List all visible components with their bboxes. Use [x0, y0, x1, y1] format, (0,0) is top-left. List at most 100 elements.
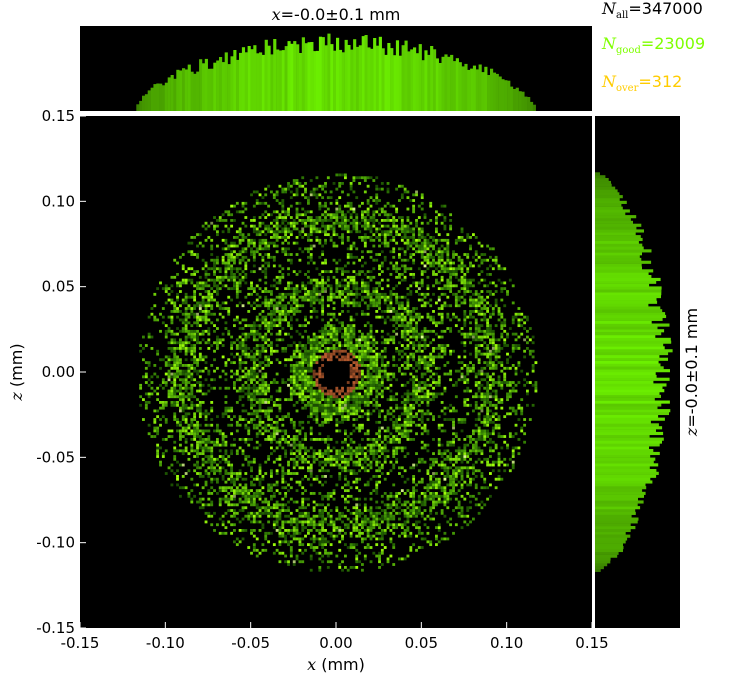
heatmap-pixel [284, 492, 288, 495]
heatmap-pixel [321, 307, 325, 310]
heatmap-pixel [255, 318, 259, 322]
heatmap-pixel [389, 238, 393, 242]
heatmap-pixel [341, 455, 344, 458]
heatmap-pixel [318, 301, 322, 305]
heatmap-pixel [207, 435, 211, 438]
heatmap-pixel [289, 364, 293, 367]
heatmap-pixel [267, 506, 271, 510]
heatmap-pixel [255, 227, 259, 231]
heatmap-pixel [363, 375, 367, 379]
heatmap-pixel [261, 401, 265, 404]
heatmap-pixel [264, 423, 268, 427]
heatmap-pixel [321, 529, 325, 532]
heatmap-pixel [196, 449, 199, 453]
heatmap-pixel [179, 358, 182, 362]
heatmap-pixel [392, 267, 396, 271]
heatmap-pixel [324, 341, 327, 345]
heatmap-pixel [326, 338, 330, 342]
heatmap-pixel [304, 352, 307, 356]
heatmap-pixel [304, 403, 307, 407]
heatmap-pixel [295, 500, 299, 504]
heatmap-pixel [210, 486, 214, 490]
heatmap-pixel [255, 347, 259, 350]
heatmap-pixel [326, 457, 330, 461]
heatmap-pixel [250, 529, 253, 532]
heatmap-pixel [375, 355, 379, 359]
heatmap-pixel [307, 466, 310, 470]
heatmap-pixel [344, 395, 347, 399]
heatmap-pixel [301, 500, 305, 504]
heatmap-pixel [400, 315, 404, 319]
heatmap-pixel [304, 366, 307, 370]
heatmap-pixel [392, 500, 396, 504]
heatmap-pixel [204, 264, 208, 268]
heatmap-pixel [386, 364, 390, 367]
heatmap-pixel [184, 381, 188, 384]
heatmap-pixel [298, 443, 302, 447]
heatmap-pixel [287, 182, 290, 185]
top-histogram-title: x=-0.0±0.1 mm [272, 5, 401, 24]
heatmap-pixel [207, 327, 211, 330]
heatmap-pixel [346, 418, 350, 421]
heatmap-pixel [218, 338, 222, 342]
heatmap-pixel [329, 201, 333, 205]
heatmap-pixel [247, 369, 251, 373]
heatmap-pixel [366, 207, 370, 211]
heatmap-pixel [344, 531, 347, 535]
heatmap-pixel [241, 255, 245, 259]
heatmap-pixel [181, 398, 185, 402]
heatmap-pixel [318, 193, 322, 197]
heatmap-pixel [142, 418, 145, 421]
top-histogram-bar [413, 47, 417, 111]
heatmap-pixel [218, 281, 222, 285]
heatmap-pixel [244, 335, 248, 339]
heatmap-pixel [307, 514, 310, 518]
heatmap-pixel [386, 182, 390, 185]
heatmap-pixel [386, 224, 390, 228]
heatmap-pixel [252, 500, 256, 504]
heatmap-pixel [164, 355, 168, 359]
heatmap-pixel [292, 460, 296, 464]
heatmap-pixel [409, 324, 413, 328]
heatmap-pixel [309, 392, 313, 396]
top-histogram-bar [415, 53, 420, 111]
heatmap-pixel [412, 335, 416, 339]
heatmap-pixel [338, 540, 342, 544]
heatmap-pixel [329, 401, 333, 404]
heatmap-pixel [383, 347, 387, 350]
heatmap-pixel [329, 463, 333, 467]
heatmap-pixel [363, 546, 367, 549]
heatmap-pixel [309, 401, 313, 404]
heatmap-pixel [312, 383, 316, 387]
heatmap-pixel [230, 472, 234, 475]
heatmap-pixel [321, 466, 325, 470]
heatmap-pixel [395, 392, 399, 396]
heatmap-pixel [224, 364, 228, 367]
heatmap-pixel [406, 307, 410, 310]
heatmap-pixel [210, 298, 214, 302]
heatmap-pixel [181, 372, 185, 376]
heatmap-pixel [361, 372, 364, 376]
heatmap-pixel [366, 358, 370, 362]
heatmap-pixel [307, 497, 310, 501]
heatmap-pixel [224, 526, 228, 530]
heatmap-pixel [284, 537, 288, 541]
heatmap-pixel [170, 310, 174, 313]
heatmap-pixel [298, 349, 302, 353]
heatmap-pixel [412, 475, 416, 478]
heatmap-pixel [218, 455, 222, 458]
heatmap-pixel [244, 423, 248, 427]
heatmap-pixel [261, 349, 265, 353]
heatmap-pixel [241, 517, 245, 521]
heatmap-pixel [275, 523, 279, 527]
heatmap-pixels [139, 173, 538, 572]
heatmap-pixel [321, 395, 325, 399]
heatmap-pixel [270, 332, 273, 336]
heatmap-pixel [321, 358, 325, 362]
heatmap-pixel [369, 298, 373, 302]
heatmap-pixel [361, 281, 364, 285]
heatmap-pixel [403, 236, 407, 239]
heatmap-pixel [380, 529, 384, 532]
heatmap-pixel [349, 440, 353, 444]
heatmap-pixel [361, 563, 364, 566]
